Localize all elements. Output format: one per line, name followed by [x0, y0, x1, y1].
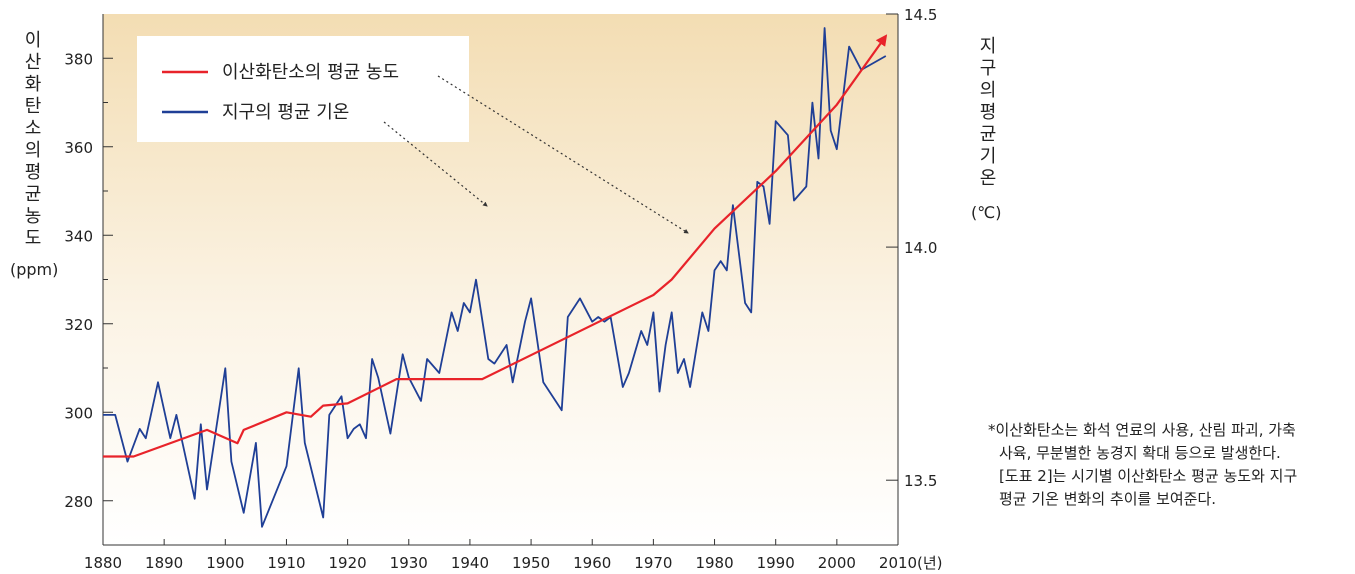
x-unit-label: (년) [917, 554, 943, 572]
y-left-tick-label: 320 [64, 316, 93, 334]
x-tick-label: 1930 [390, 554, 428, 572]
series-layer [103, 27, 888, 528]
legend-label-co2: 이산화탄소의 평균 농도 [222, 62, 399, 83]
x-tick-label: 2010 [879, 554, 917, 572]
y-right-unit: (℃) [971, 203, 1002, 222]
legend: 이산화탄소의 평균 농도 지구의 평균 기온 [137, 36, 689, 234]
footnote-line-1: *이산화탄소는 화석 연료의 사용, 산림 파괴, 가축 [988, 421, 1296, 439]
x-tick-label: 1980 [695, 554, 733, 572]
x-tick-label: 1920 [329, 554, 367, 572]
y-left-axis-label: 이산화탄소의 평균 농도 [24, 30, 48, 249]
x-tick-label: 1890 [145, 554, 183, 572]
co2-line [103, 34, 888, 458]
y-left-tick-label: 300 [64, 404, 93, 422]
y-left-unit: (ppm) [10, 260, 59, 279]
axes: 1880 1890 1900 1910 1920 1930 1940 1950 1960 1970… [64, 6, 942, 572]
x-tick-label: 1970 [634, 554, 672, 572]
footnote: *이산화탄소는 화석 연료의 사용, 산림 파괴, 가축 사육, 무분별한 농경… [988, 419, 1338, 511]
x-tick-label: 2000 [818, 554, 856, 572]
y-right-axis-label: 지구의 평균 기온 [979, 36, 1003, 189]
x-tick-label: 1950 [512, 554, 550, 572]
y-left-tick-label: 280 [64, 493, 93, 511]
footnote-line-2: 사육, 무분별한 농경지 확대 등으로 발생한다. [999, 444, 1281, 462]
y-right-tick-label: 14.5 [904, 6, 937, 24]
y-left-tick-label: 380 [64, 50, 93, 68]
y-right-tick-label: 14.0 [904, 239, 937, 257]
x-tick-label: 1990 [757, 554, 795, 572]
x-tick-label: 1940 [451, 554, 489, 572]
y-left-tick-label: 340 [64, 227, 93, 245]
temperature-line [103, 27, 887, 528]
x-tick-label: 1960 [573, 554, 611, 572]
footnote-line-3: [도표 2]는 시기별 이산화탄소 평균 농도와 지구 [999, 467, 1298, 485]
x-tick-label: 1910 [267, 554, 305, 572]
legend-box [137, 36, 469, 142]
x-tick-label: 1900 [206, 554, 244, 572]
y-left-tick-label: 360 [64, 139, 93, 157]
x-tick-label: 1880 [84, 554, 122, 572]
footnote-line-4: 평균 기온 변화의 추이를 보여준다. [999, 490, 1217, 508]
legend-label-temp: 지구의 평균 기온 [222, 102, 349, 123]
annotation-arrow-temp [383, 121, 488, 207]
annotation-arrow-co2 [437, 75, 689, 234]
y-right-tick-label: 13.5 [904, 472, 937, 490]
